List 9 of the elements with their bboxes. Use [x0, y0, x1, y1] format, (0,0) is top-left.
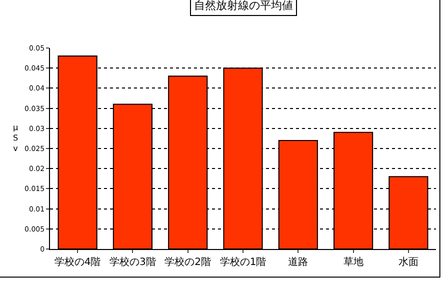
- chart-title: 自然放射線の平均値: [194, 0, 293, 12]
- y-axis-title: μSv: [13, 123, 18, 153]
- x-tick-label: 水面: [398, 256, 418, 268]
- x-tick-label: 学校の2階: [164, 256, 212, 268]
- x-tick-label: 草地: [343, 256, 364, 268]
- x-tick-label: 学校の4階: [54, 256, 101, 268]
- x-tick-label: 学校の1階: [220, 256, 266, 268]
- x-tick-label: 学校の3階: [110, 256, 156, 268]
- x-tick-label: 道路: [288, 256, 308, 268]
